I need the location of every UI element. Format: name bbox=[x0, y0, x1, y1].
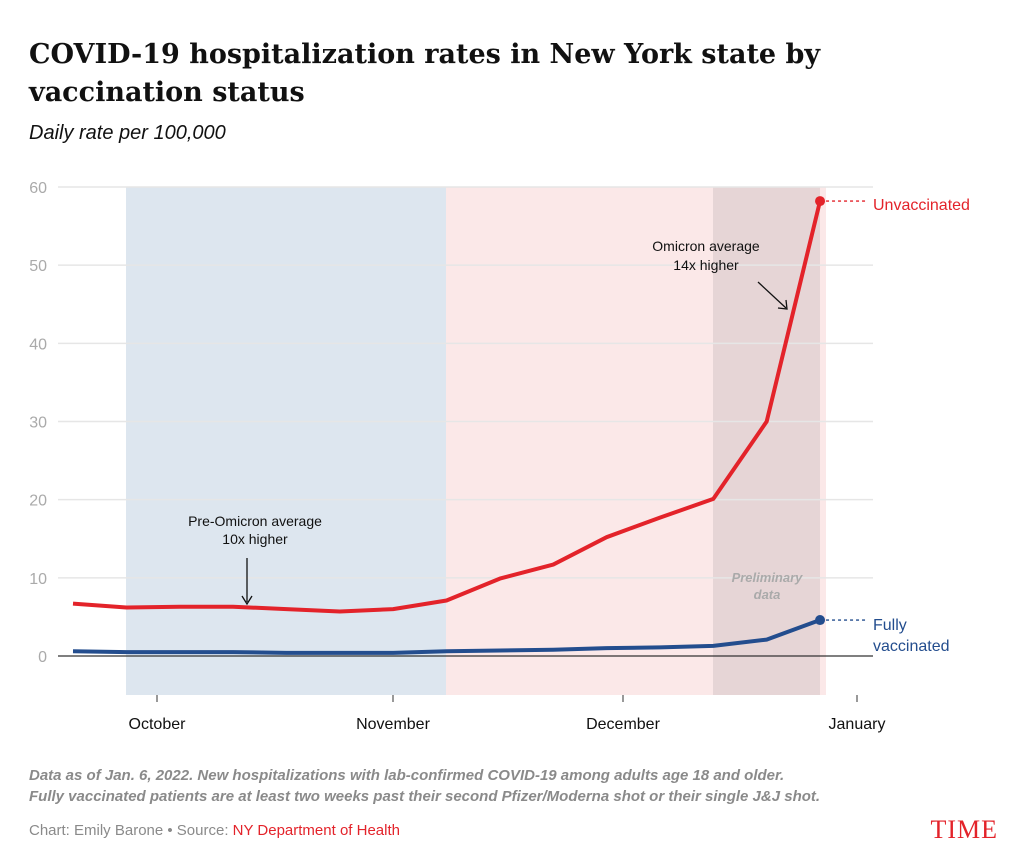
pre-omicron-annotation-2: 10x higher bbox=[222, 531, 288, 547]
x-tick-label: December bbox=[586, 716, 660, 733]
y-tick-label: 50 bbox=[29, 258, 47, 275]
source-link[interactable]: NY Department of Health bbox=[232, 822, 400, 839]
chart-subtitle: Daily rate per 100,000 bbox=[29, 122, 226, 144]
preliminary-label-2: data bbox=[754, 587, 781, 602]
x-tick-label: November bbox=[356, 716, 430, 733]
end-point-marker bbox=[815, 615, 826, 626]
x-tick-label: January bbox=[829, 716, 886, 733]
label-unvaccinated: Unvaccinated bbox=[873, 197, 970, 214]
unvaccinated-line bbox=[72, 200, 822, 614]
y-tick-label: 60 bbox=[29, 180, 47, 197]
y-tick-label: 40 bbox=[29, 336, 47, 353]
end-point-marker bbox=[815, 196, 826, 207]
arrowhead-icon bbox=[777, 299, 788, 310]
x-tick-label: October bbox=[129, 716, 187, 733]
pre-omicron-annotation-1: Pre-Omicron average bbox=[188, 513, 322, 529]
y-tick-label: 10 bbox=[29, 571, 47, 588]
arrow-icon bbox=[757, 281, 787, 309]
label-vaccinated-2: vaccinated bbox=[873, 638, 950, 655]
credit: Chart: Emily Barone • Source: NY Departm… bbox=[29, 822, 400, 839]
note-line-2: Fully vaccinated patients are at least t… bbox=[29, 788, 821, 805]
data-note: Data as of Jan. 6, 2022. New hospitaliza… bbox=[29, 765, 820, 807]
y-tick-label: 30 bbox=[29, 415, 47, 432]
label-vaccinated-1: Fully bbox=[873, 617, 907, 634]
y-tick-label: 20 bbox=[29, 493, 47, 510]
preliminary-label-1: Preliminary bbox=[732, 570, 804, 585]
pre-omicron-region bbox=[126, 187, 446, 695]
time-logo: TIME bbox=[930, 815, 998, 844]
y-tick-label: 0 bbox=[38, 649, 47, 666]
arrowhead-icon bbox=[241, 595, 253, 606]
vaccinated-line bbox=[72, 618, 821, 655]
omicron-annotation-1: Omicron average bbox=[652, 238, 760, 254]
note-line-1: Data as of Jan. 6, 2022. New hospitaliza… bbox=[29, 767, 785, 784]
chart-title: COVID-19 hospitalization rates in New Yo… bbox=[29, 39, 821, 108]
omicron-annotation-2: 14x higher bbox=[673, 257, 739, 273]
credit-text: Chart: Emily Barone • Source: bbox=[29, 822, 233, 839]
